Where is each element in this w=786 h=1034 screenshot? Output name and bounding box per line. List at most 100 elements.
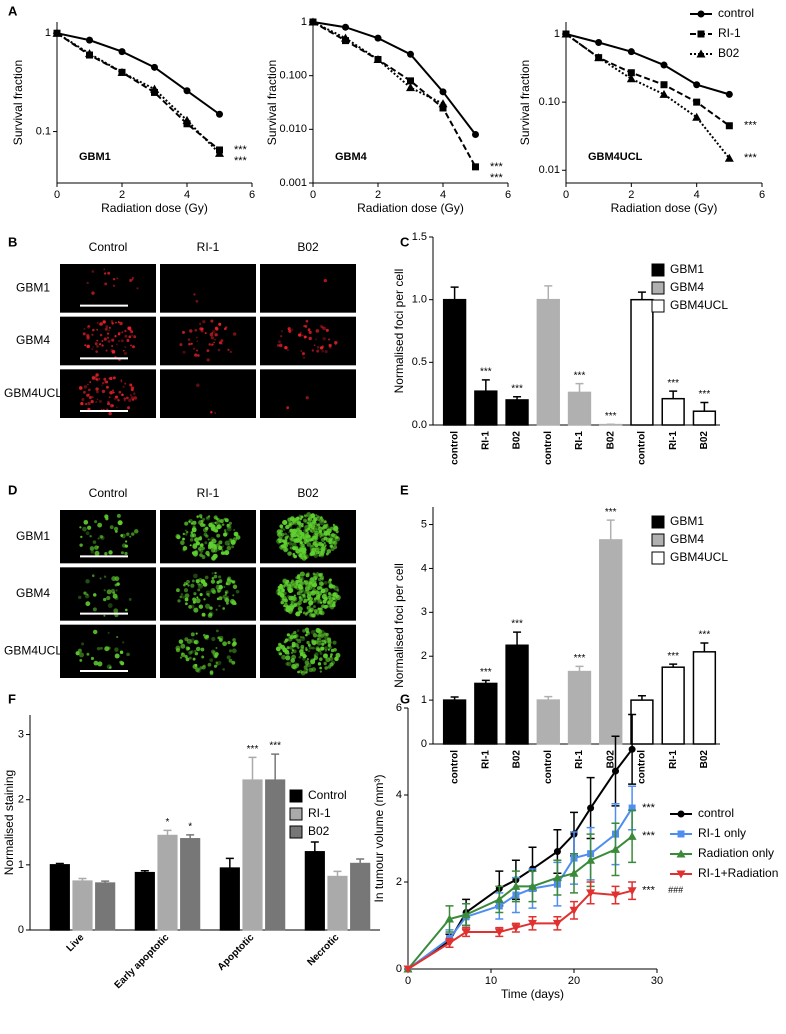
micrograph xyxy=(60,624,156,678)
marker xyxy=(406,83,415,92)
foci-dot xyxy=(316,640,322,646)
foci-dot xyxy=(291,595,297,601)
foci-dot xyxy=(332,540,337,545)
foci-dot xyxy=(292,605,295,609)
x-tick-label: 0 xyxy=(563,189,569,201)
foci-dot xyxy=(332,640,337,645)
marker xyxy=(627,48,635,56)
foci-dot xyxy=(329,655,333,658)
foci-dot xyxy=(288,609,293,615)
foci-dot xyxy=(75,651,80,656)
marker xyxy=(52,28,62,37)
bar xyxy=(661,397,685,426)
foci-dot xyxy=(303,335,307,339)
foci-dot xyxy=(91,574,95,577)
marker xyxy=(677,810,685,818)
foci-dot xyxy=(333,540,338,546)
micrograph xyxy=(160,369,256,418)
foci-dot xyxy=(204,541,208,545)
y-tick-label: 0.001 xyxy=(279,177,307,189)
foci-dot xyxy=(131,276,135,280)
foci-dot xyxy=(293,554,297,559)
marker xyxy=(697,30,705,38)
annotation: *** xyxy=(642,830,656,842)
foci-dot xyxy=(226,523,230,527)
foci-dot xyxy=(308,609,312,613)
x-tick-label: Live xyxy=(65,932,87,954)
foci-dot xyxy=(114,653,120,659)
foci-dot xyxy=(226,655,231,660)
foci-dot xyxy=(184,602,188,606)
error-bar xyxy=(248,756,257,781)
legend-label: Radiation only xyxy=(698,846,774,860)
series-line xyxy=(565,33,730,127)
foci-dot xyxy=(194,651,199,656)
foci-dot xyxy=(189,544,192,547)
foci-dot xyxy=(313,640,318,645)
foci-dot xyxy=(304,660,310,665)
foci-dot xyxy=(192,657,196,661)
foci-dot xyxy=(119,650,124,654)
foci-dot xyxy=(200,579,206,584)
foci-dot xyxy=(96,328,99,331)
foci-dot xyxy=(91,348,94,350)
bar xyxy=(242,779,263,931)
legend-label: GBM4UCL xyxy=(670,298,728,312)
foci-dot xyxy=(97,661,103,667)
y-tick-label: 2 xyxy=(18,794,24,806)
foci-dot xyxy=(128,335,132,339)
foci-dot xyxy=(321,594,327,600)
x-tick-label: 0 xyxy=(54,189,60,201)
foci-dot xyxy=(111,389,115,392)
foci-dot xyxy=(209,671,214,676)
bar xyxy=(134,871,155,931)
foci-dot xyxy=(291,649,295,652)
foci-dot xyxy=(329,346,332,349)
column-label: B02 xyxy=(297,240,319,254)
foci-dot xyxy=(188,342,191,346)
foci-dot xyxy=(330,653,333,656)
foci-dot xyxy=(209,606,213,610)
error-bar xyxy=(101,880,110,884)
y-tick-label: 0.100 xyxy=(279,70,307,82)
foci-dot xyxy=(312,542,317,547)
foci-dot xyxy=(296,629,300,632)
marker xyxy=(627,887,637,896)
foci-dot xyxy=(312,633,318,638)
foci-dot xyxy=(313,605,316,609)
foci-dot xyxy=(114,335,117,338)
foci-dot xyxy=(313,654,317,657)
x-tick-label: B02 xyxy=(699,750,710,769)
foci-dot xyxy=(307,328,311,332)
bar xyxy=(661,666,685,745)
foci-dot xyxy=(116,635,119,638)
annotation: *** xyxy=(744,120,758,132)
marker xyxy=(528,881,537,890)
foci-dot xyxy=(291,643,296,648)
foci-dot xyxy=(310,537,314,542)
foci-dot xyxy=(286,535,289,538)
marker xyxy=(86,36,93,44)
foci-dot xyxy=(301,535,305,539)
row-label: GBM1 xyxy=(16,529,50,543)
foci-dot xyxy=(299,543,303,547)
foci-dot xyxy=(291,542,297,548)
foci-dot xyxy=(136,287,139,290)
foci-dot xyxy=(322,336,327,341)
foci-dot xyxy=(101,340,104,342)
foci-dot xyxy=(195,598,201,604)
foci-dot xyxy=(123,397,127,400)
micrograph xyxy=(260,369,356,418)
y-tick-label: 1.5 xyxy=(412,231,427,243)
foci-dot xyxy=(107,603,113,609)
foci-dot xyxy=(193,293,196,296)
foci-dot xyxy=(306,531,309,535)
foci-dot xyxy=(113,397,117,401)
x-tick-label: 0 xyxy=(405,975,411,987)
foci-dot xyxy=(316,572,319,575)
foci-dot xyxy=(99,400,102,403)
foci-dot xyxy=(315,514,318,517)
column-label: Control xyxy=(89,486,128,500)
foci-dot xyxy=(121,393,124,397)
foci-dot xyxy=(221,523,225,526)
